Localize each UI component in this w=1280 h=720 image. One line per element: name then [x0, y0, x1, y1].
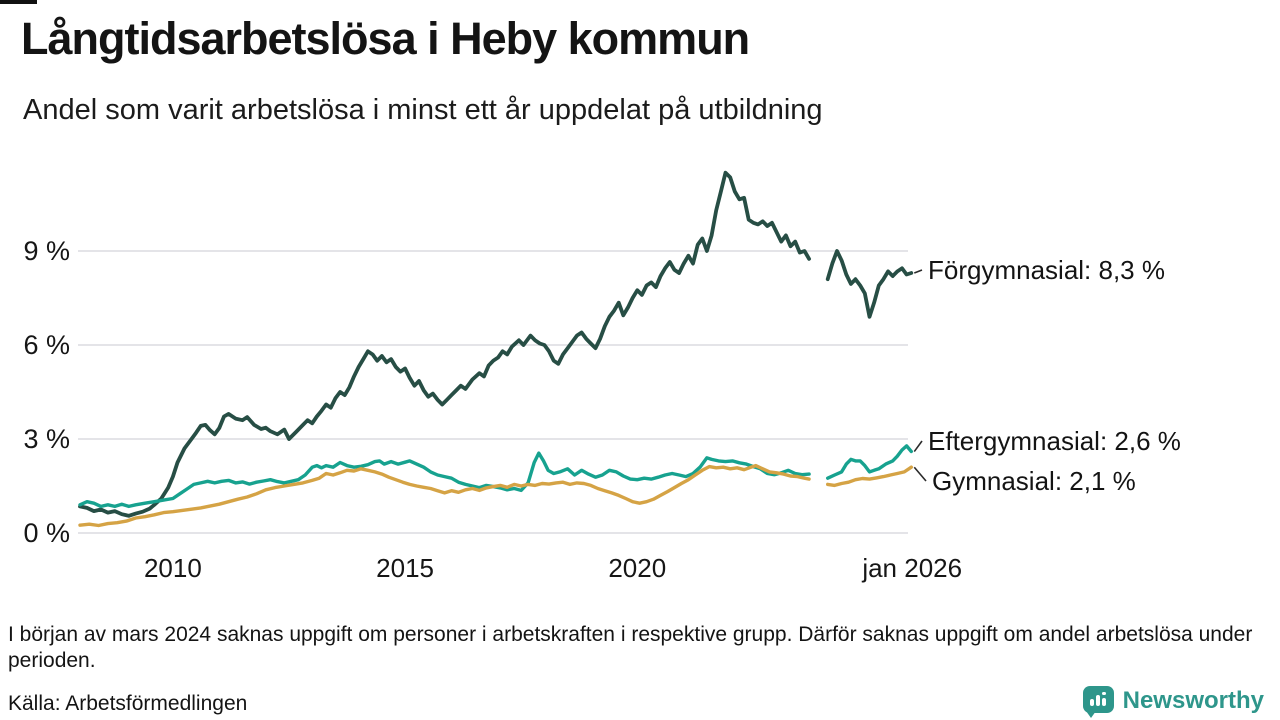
axis-tick-labels: 0 % 3 % 6 % 9 % 2010 2015 2020 jan 2026 — [23, 236, 962, 583]
logo-bubble-tail — [1085, 711, 1096, 718]
y-axis-tick-label: 3 % — [23, 424, 70, 454]
gridlines — [78, 250, 908, 534]
x-axis-tick-label: 2010 — [144, 553, 202, 583]
x-axis-tick-label: 2020 — [608, 553, 666, 583]
logo-dot — [1101, 692, 1106, 695]
series-end-labels: Förgymnasial: 8,3 % Eftergymnasial: 2,6 %… — [928, 255, 1181, 496]
label-leader-lines — [913, 269, 927, 482]
newsworthy-logo-icon — [1082, 686, 1114, 718]
series-end-label-gymnasial: Gymnasial: 2,1 % — [932, 466, 1136, 496]
x-axis-tick-label: jan 2026 — [861, 553, 962, 583]
newsworthy-wordmark: Newsworthy — [1122, 687, 1264, 714]
footnote-text: I början av mars 2024 saknas uppgift om … — [8, 623, 1253, 672]
x-axis-tick-label: 2015 — [376, 553, 434, 583]
y-axis-tick-label: 6 % — [23, 330, 70, 360]
y-axis-tick-label: 9 % — [23, 236, 70, 266]
leader-line — [913, 466, 927, 482]
leader-line — [913, 440, 923, 453]
series-line-förgymnasial — [78, 170, 914, 518]
series-lines — [78, 170, 914, 528]
newsworthy-brand: Newsworthy — [1082, 686, 1264, 718]
y-axis-tick-label: 0 % — [23, 518, 70, 548]
leader-line — [913, 269, 923, 274]
series-end-label-eftergymnasial: Eftergymnasial: 2,6 % — [928, 426, 1181, 456]
logo-bar — [1095, 695, 1100, 706]
logo-bar — [1089, 699, 1094, 706]
page-subtitle: Andel som varit arbetslösa i minst ett å… — [23, 94, 823, 126]
series-line-eftergymnasial — [78, 444, 913, 509]
series-line-gymnasial — [78, 463, 913, 528]
series-end-label-förgymnasial: Förgymnasial: 8,3 % — [928, 255, 1165, 285]
logo-bar — [1101, 698, 1106, 706]
page-title: Långtidsarbetslösa i Heby kommun — [21, 13, 750, 64]
source-text: Källa: Arbetsförmedlingen — [8, 692, 248, 715]
accent-bar — [0, 0, 37, 4]
